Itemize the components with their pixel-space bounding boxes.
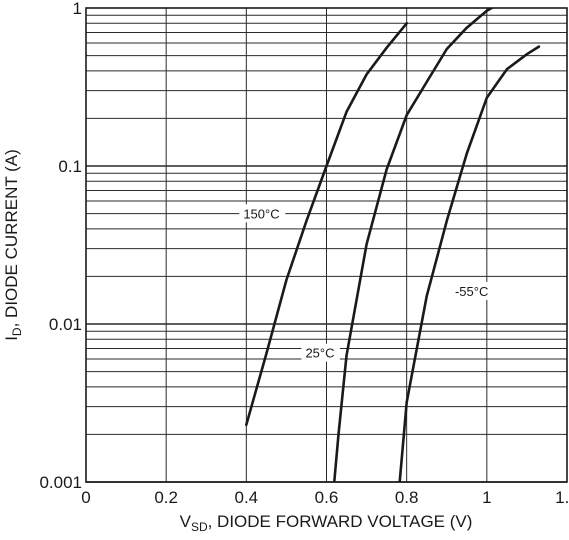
y-axis-title: ID, DIODE CURRENT (A)	[2, 149, 24, 341]
series-curve	[332, 8, 495, 482]
curve-labels: 150°C 25°C -55°C	[239, 204, 497, 362]
curve-label: 25°C	[305, 346, 334, 361]
x-axis-title: VSD, DIODE FORWARD VOLTAGE (V)	[180, 512, 473, 534]
y-tick-label: 0.01	[49, 315, 82, 334]
grid-lines	[85, 8, 568, 483]
curve-label-backing	[239, 204, 286, 223]
x-tick-label: 1	[482, 488, 491, 507]
series-curve	[245, 22, 408, 427]
curves	[245, 8, 541, 482]
y-tick-label: 0.001	[39, 473, 82, 492]
x-tick-label: 0.4	[235, 488, 259, 507]
series-curve	[398, 45, 541, 482]
y-tick-labels: 0.001 0.01 0.1 1	[39, 0, 82, 492]
curve-label-backing	[450, 281, 497, 300]
x-tick-label: 1.2	[555, 488, 569, 507]
x-tick-label: 0.8	[395, 488, 419, 507]
x-tick-label: 0.2	[154, 488, 178, 507]
y-tick-label: 1	[73, 0, 82, 18]
curve-label-backing	[301, 343, 340, 362]
curve-label: -55°C	[455, 284, 488, 299]
x-tick-label: 0	[81, 488, 90, 507]
curve-label: 150°C	[243, 206, 279, 221]
x-tick-labels: 0 0.2 0.4 0.6 0.8 1 1.2	[81, 488, 569, 507]
plot-frame	[85, 7, 568, 483]
x-tick-label: 0.6	[315, 488, 339, 507]
y-tick-label: 0.1	[58, 157, 82, 176]
